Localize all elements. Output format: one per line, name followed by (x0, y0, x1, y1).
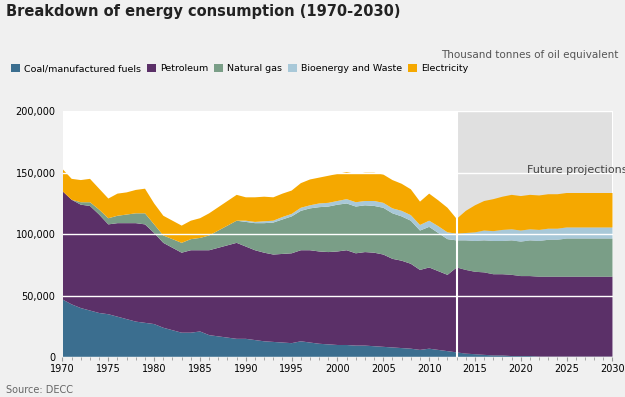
Bar (457, 111, 612, 357)
Text: Breakdown of energy consumption (1970-2030): Breakdown of energy consumption (1970-20… (6, 4, 401, 19)
Text: Future projections: Future projections (528, 165, 625, 175)
Text: Source: DECC: Source: DECC (6, 385, 73, 395)
Legend: Coal/manufactured fuels, Petroleum, Natural gas, Bioenergy and Waste, Electricit: Coal/manufactured fuels, Petroleum, Natu… (11, 64, 468, 73)
Text: Thousand tonnes of oil equivalent: Thousand tonnes of oil equivalent (441, 50, 619, 60)
